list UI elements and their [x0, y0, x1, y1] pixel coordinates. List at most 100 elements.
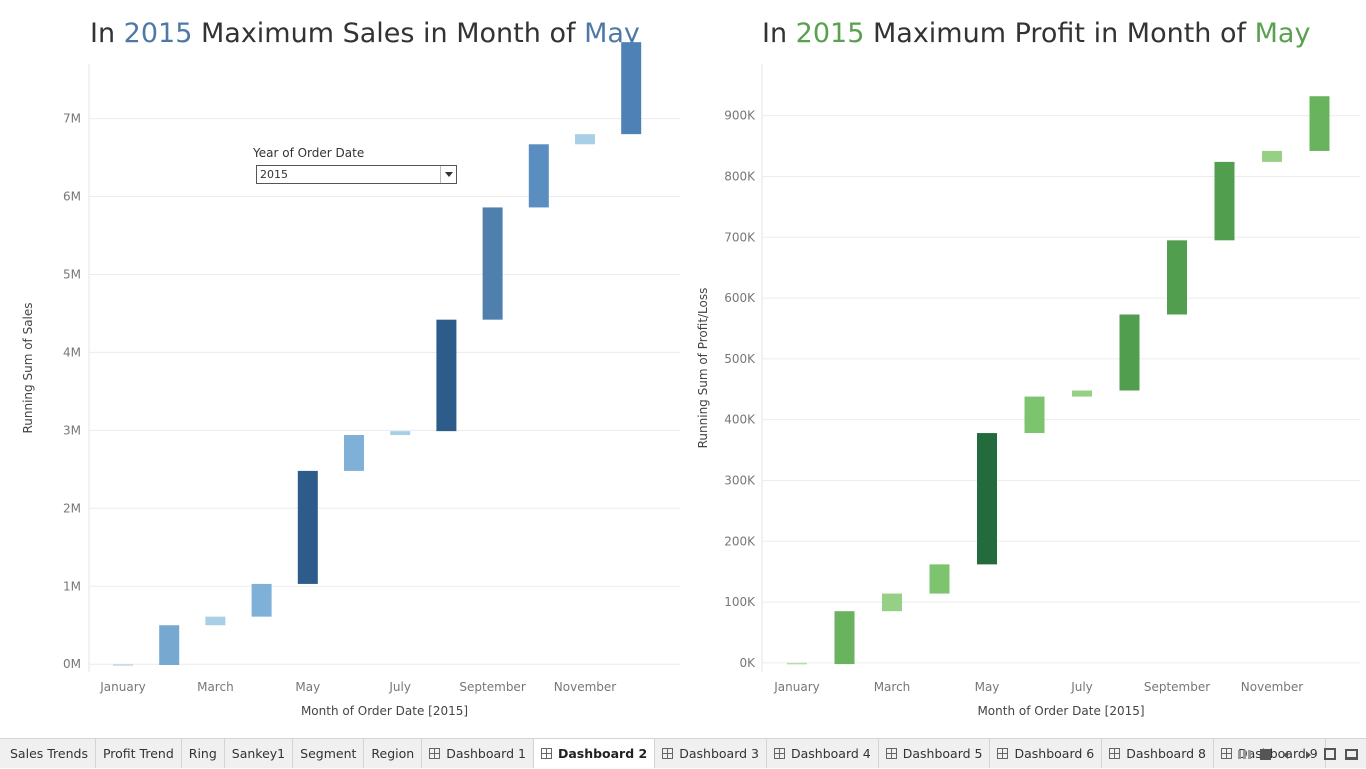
tab-dashboard-4[interactable]: Dashboard 4	[767, 739, 879, 768]
tab-navigation	[1238, 739, 1358, 769]
x-tick-label: May	[975, 680, 1000, 694]
tab-profit-trend[interactable]: Profit Trend	[96, 739, 182, 768]
tab-dashboard-9[interactable]: Dashboard 9	[1214, 739, 1326, 768]
bar-july[interactable]	[390, 431, 411, 436]
bar-september[interactable]	[482, 207, 503, 320]
bar-november[interactable]	[575, 134, 595, 145]
bar-march[interactable]	[882, 593, 902, 612]
y-tick-label: 300K	[724, 473, 756, 487]
tab-label: Ring	[188, 746, 217, 761]
x-tick-label: September	[459, 680, 525, 694]
dashboard: In 2015 Maximum Sales in Month of May In…	[0, 0, 1366, 738]
tab-dashboard-6[interactable]: Dashboard 6	[990, 739, 1103, 768]
next-sheet-icon[interactable]	[1302, 748, 1315, 761]
show-filmstrip-icon[interactable]	[1260, 748, 1271, 760]
bar-may[interactable]	[977, 433, 997, 565]
x-tick-label: May	[295, 680, 320, 694]
y-tick-label: 6M	[63, 190, 81, 204]
fit-view-icon[interactable]	[1324, 748, 1336, 760]
profit-title-prefix: In	[762, 18, 796, 49]
tab-dashboard-1[interactable]: Dashboard 1	[422, 739, 534, 768]
bar-april[interactable]	[929, 564, 950, 594]
x-tick-label: January	[773, 680, 820, 694]
tab-dashboard-5[interactable]: Dashboard 5	[879, 739, 991, 768]
tab-label: Dashboard 5	[902, 746, 983, 761]
bar-february[interactable]	[834, 611, 855, 665]
tab-sankey1[interactable]: Sankey1	[225, 739, 294, 768]
bar-may[interactable]	[297, 470, 318, 584]
bar-june[interactable]	[1024, 396, 1045, 434]
profit-title-year: 2015	[795, 18, 865, 49]
x-tick-label: July	[1070, 680, 1093, 694]
y-tick-label: 200K	[724, 534, 756, 548]
tab-dashboard-2[interactable]: Dashboard 2	[533, 739, 656, 768]
x-tick-label: March	[197, 680, 234, 694]
x-tick-label: January	[99, 680, 146, 694]
tab-label: Dashboard 2	[557, 746, 648, 761]
tab-dashboard-8[interactable]: Dashboard 8	[1102, 739, 1214, 768]
tab-dashboard-3[interactable]: Dashboard 3	[655, 739, 767, 768]
y-tick-label: 0M	[63, 657, 81, 671]
sales-chart-title: In 2015 Maximum Sales in Month of May	[90, 18, 640, 49]
bar-november[interactable]	[1262, 150, 1282, 162]
y-tick-label: 800K	[724, 169, 756, 183]
year-filter: Year of Order Date 2015	[253, 146, 463, 184]
y-tick-label: 3M	[63, 423, 81, 437]
bar-march[interactable]	[205, 616, 226, 626]
y-tick-label: 900K	[724, 109, 756, 123]
tab-label: Dashboard 1	[446, 746, 526, 761]
x-tick-label: November	[554, 680, 616, 694]
y-axis-title: Running Sum of Profit/Loss	[696, 288, 710, 449]
bar-january[interactable]	[113, 664, 133, 666]
presentation-mode-icon[interactable]	[1345, 748, 1358, 760]
bar-july[interactable]	[1072, 390, 1092, 397]
bar-february[interactable]	[159, 625, 180, 665]
tab-label: Dashboard 6	[1014, 746, 1095, 761]
tab-region[interactable]: Region	[364, 739, 423, 768]
y-tick-label: 600K	[724, 291, 756, 305]
bar-october[interactable]	[528, 144, 549, 208]
bar-april[interactable]	[251, 583, 272, 617]
sheet-tab-bar: Sales Trends Profit Trend Ring Sankey1 Segme…	[0, 738, 1366, 768]
tab-segment[interactable]: Segment	[293, 739, 365, 768]
dashboard-icon	[997, 748, 1009, 759]
profit-title-month: May	[1254, 18, 1311, 49]
dashboard-icon	[662, 748, 674, 759]
y-tick-label: 1M	[63, 579, 81, 593]
bar-december[interactable]	[621, 42, 642, 135]
tab-ring[interactable]: Ring	[182, 739, 225, 768]
sales-waterfall-chart[interactable]: 0M 1M 2M 3M 4M 5M 6M 7M January March May July Septe…	[0, 0, 690, 738]
y-tick-label: 2M	[63, 501, 81, 515]
bar-october[interactable]	[1214, 161, 1235, 241]
show-sheets-grid-icon[interactable]	[1238, 749, 1251, 759]
bar-august[interactable]	[436, 319, 457, 432]
previous-sheet-icon[interactable]	[1280, 748, 1293, 761]
y-tick-label: 100K	[724, 595, 756, 609]
year-filter-label: Year of Order Date	[253, 146, 365, 160]
y-tick-label: 400K	[724, 413, 756, 427]
profit-waterfall-chart[interactable]: 0K 100K 200K 300K 400K 500K 600K 700K 800K 900K Ja…	[680, 0, 1366, 738]
sales-title-year: 2015	[123, 18, 193, 49]
profit-title-middle: Maximum Profit in Month of	[864, 18, 1255, 49]
y-tick-label: 4M	[63, 345, 81, 359]
y-tick-label: 500K	[724, 352, 756, 366]
year-filter-value: 2015	[260, 168, 288, 181]
bar-august[interactable]	[1119, 314, 1140, 391]
bar-december[interactable]	[1309, 96, 1330, 151]
tab-label: Segment	[300, 746, 357, 761]
dashboard-icon	[885, 748, 897, 759]
dashboard-icon	[1109, 748, 1121, 759]
tab-sales-trends[interactable]: Sales Trends	[3, 739, 96, 768]
y-tick-label: 7M	[63, 112, 81, 126]
tab-label: Dashboard 9	[1237, 746, 1318, 761]
bar-january[interactable]	[787, 662, 807, 665]
bar-june[interactable]	[344, 435, 364, 471]
dashboard-icon	[1220, 748, 1232, 759]
bar-september[interactable]	[1167, 240, 1187, 315]
year-filter-dropdown[interactable]: 2015	[256, 165, 457, 184]
chevron-down-icon[interactable]	[440, 166, 456, 183]
tab-label: Profit Trend	[102, 746, 174, 761]
dashboard-icon	[429, 748, 441, 759]
sales-title-middle: Maximum Sales in Month of	[192, 18, 585, 49]
sheet-tabs: Sales Trends Profit Trend Ring Sankey1 Segme…	[3, 739, 1326, 769]
